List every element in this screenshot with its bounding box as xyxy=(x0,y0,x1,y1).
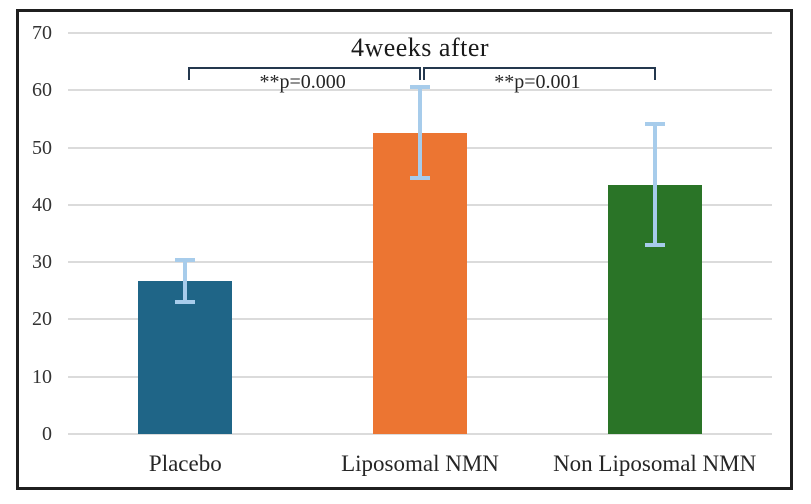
gridline xyxy=(68,32,772,34)
x-axis-category-label: Liposomal NMN xyxy=(341,451,499,476)
significance-bracket xyxy=(423,67,656,80)
x-axis-category-label: Non Liposomal NMN xyxy=(553,451,757,476)
error-bar-line xyxy=(418,87,422,178)
y-axis-tick-label: 40 xyxy=(32,193,52,216)
y-axis-tick-label: 20 xyxy=(32,308,52,331)
y-axis-tick-label: 50 xyxy=(32,136,52,159)
error-bar-bottom-cap xyxy=(644,242,665,247)
y-axis-tick-label: 30 xyxy=(32,251,52,274)
bar xyxy=(138,281,233,434)
significance-label: **p=0.000 xyxy=(259,71,346,93)
error-bar-top-cap xyxy=(175,257,196,262)
error-bar-line xyxy=(652,124,657,245)
error-bar-bottom-cap xyxy=(175,300,196,305)
x-axis-category-label: Placebo xyxy=(148,451,222,476)
error-bar-top-cap xyxy=(410,85,430,90)
error-bar-line xyxy=(183,259,188,303)
y-axis-tick-label: 60 xyxy=(32,79,52,102)
significance-label: **p=0.001 xyxy=(494,71,581,93)
gridline xyxy=(68,433,772,435)
error-bar-top-cap xyxy=(644,122,665,127)
y-axis-tick-label: 70 xyxy=(32,22,52,44)
error-bar-bottom-cap xyxy=(410,175,430,180)
bar xyxy=(373,132,467,434)
significance-bracket xyxy=(188,67,421,80)
y-axis-tick-label: 0 xyxy=(42,423,52,445)
y-axis-tick-label: 10 xyxy=(32,365,52,388)
chart-title: 4weeks after xyxy=(350,33,490,62)
